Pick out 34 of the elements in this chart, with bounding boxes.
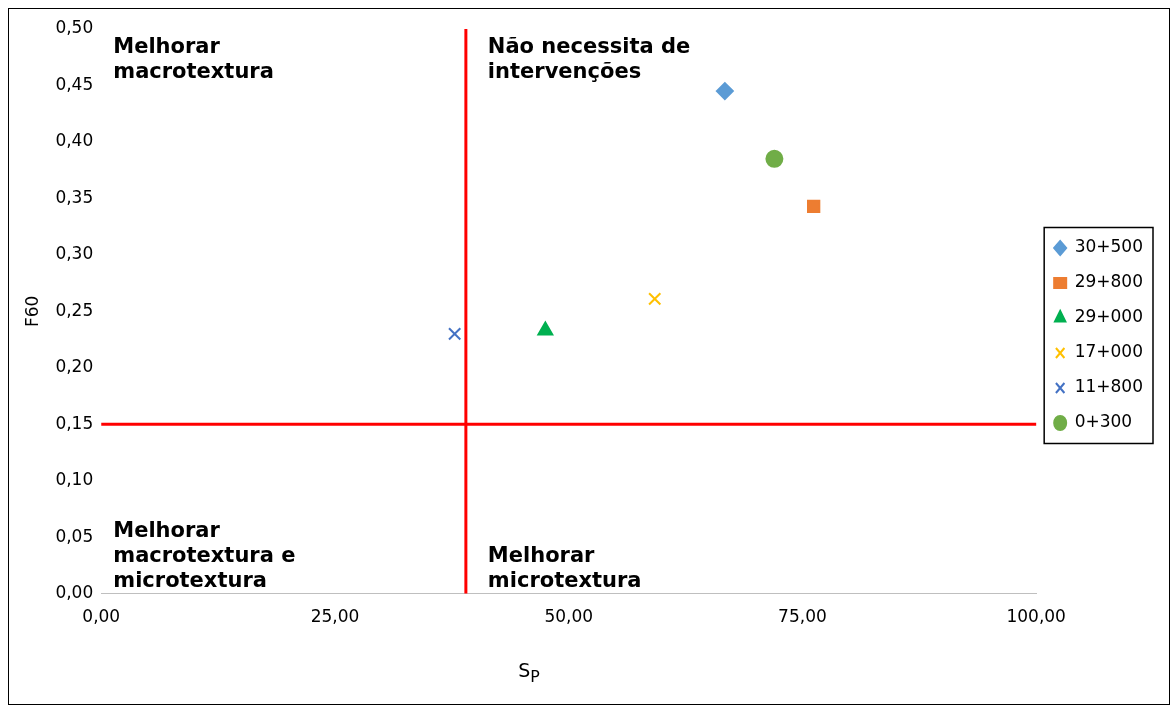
x-tick-label: 75,00 <box>778 606 827 627</box>
point <box>807 199 821 213</box>
y-axis-title: F60 <box>21 295 42 328</box>
legend-label: 30+500 <box>1074 236 1143 257</box>
y-tick-label: 0,15 <box>55 412 94 433</box>
y-tick-label: 0,00 <box>55 582 94 603</box>
x-axis-title: S$_{P}$ <box>517 659 541 686</box>
y-tick-label: 0,35 <box>55 186 94 207</box>
legend-label: 11+800 <box>1074 376 1143 397</box>
x-tick-label: 100,00 <box>1006 606 1066 627</box>
y-tick-label: 0,10 <box>55 469 94 490</box>
x-tick-label: 25,00 <box>310 606 360 627</box>
point <box>448 327 462 341</box>
x-tick-label: 50,00 <box>544 606 594 627</box>
legend-label: 17+000 <box>1074 341 1143 362</box>
y-tick-label: 0,40 <box>55 130 94 151</box>
legend-label: 0+300 <box>1074 411 1133 432</box>
point <box>765 149 784 168</box>
y-tick-label: 0,20 <box>55 356 94 377</box>
point <box>648 292 662 306</box>
annotation: Melhorar microtextura <box>487 542 642 592</box>
annotation: Melhorar macrotextura e microtextura <box>113 517 296 592</box>
x-tick-label: 0,00 <box>82 606 121 627</box>
y-tick-label: 0,05 <box>55 525 94 546</box>
legend-label: 29+000 <box>1074 306 1143 327</box>
legend-label: 29+800 <box>1074 271 1143 292</box>
annotation: Não necessita de intervenções <box>487 33 691 83</box>
y-tick-label: 0,45 <box>55 73 94 94</box>
point <box>537 321 554 336</box>
y-tick-label: 0,25 <box>55 299 94 320</box>
y-tick-label: 0,30 <box>55 243 94 264</box>
annotation: Melhorar macrotextura <box>113 33 274 83</box>
point <box>715 82 734 101</box>
y-tick-label: 0,50 <box>55 17 94 38</box>
